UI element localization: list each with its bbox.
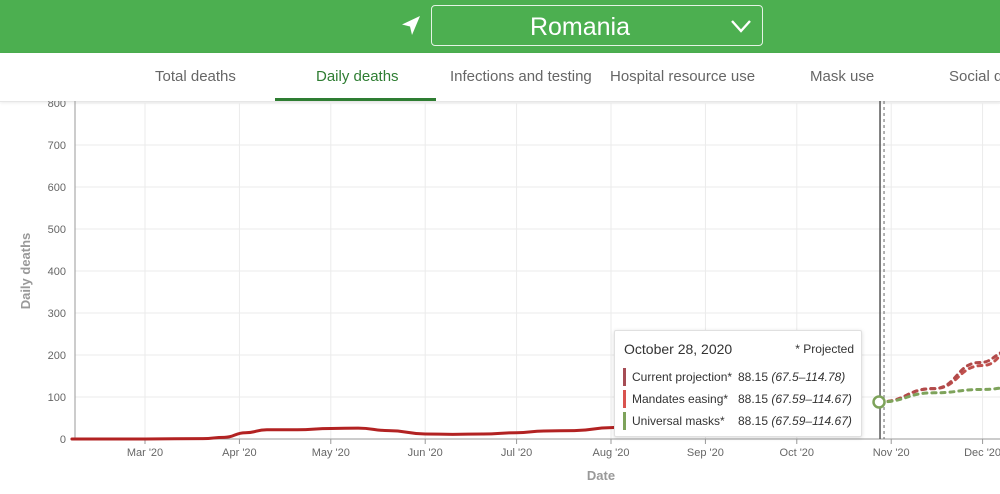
tooltip-color-swatch bbox=[623, 390, 626, 408]
tab-mask-use[interactable]: Mask use bbox=[810, 68, 875, 85]
tooltip-date: October 28, 2020 bbox=[624, 341, 733, 357]
tooltip-row-value: 88.15 (67.59–114.67) bbox=[738, 392, 852, 406]
x-tick-label: Jun '20 bbox=[408, 447, 443, 459]
tab-daily-deaths[interactable]: Daily deaths bbox=[316, 68, 399, 85]
active-tab-indicator bbox=[275, 98, 436, 101]
y-tick-label: 300 bbox=[48, 308, 66, 320]
country-select[interactable]: Romania bbox=[431, 5, 763, 46]
y-axis-title: Daily deaths bbox=[18, 233, 33, 310]
tab-hospital-resource-use[interactable]: Hospital resource use bbox=[610, 68, 756, 85]
x-tick-label: Oct '20 bbox=[780, 447, 815, 459]
x-tick-label: Apr '20 bbox=[222, 447, 257, 459]
tooltip-row-value: 88.15 (67.59–114.67) bbox=[738, 414, 852, 428]
y-tick-label: 400 bbox=[48, 266, 66, 278]
tooltip-projected-note: * Projected bbox=[795, 342, 854, 356]
hover-point-marker bbox=[872, 395, 886, 409]
x-tick-label: Dec '20 bbox=[964, 447, 1000, 459]
x-axis-title: Date bbox=[587, 468, 615, 483]
tooltip-color-swatch bbox=[623, 368, 626, 386]
tab-bar: Total deaths Daily deaths Infections and… bbox=[0, 53, 1000, 102]
y-tick-label: 800 bbox=[48, 101, 66, 110]
country-name: Romania bbox=[529, 13, 631, 41]
x-tick-label: Aug '20 bbox=[593, 447, 630, 459]
x-tick-label: May '20 bbox=[312, 447, 350, 459]
y-tick-label: 200 bbox=[48, 350, 66, 362]
tooltip-row-label: Current projection* bbox=[632, 370, 733, 384]
tooltip-row-label: Universal masks* bbox=[632, 414, 725, 428]
series-universal-masks bbox=[877, 386, 1000, 404]
x-tick-label: Sep '20 bbox=[687, 447, 724, 459]
tooltip-row-value: 88.15 (67.5–114.78) bbox=[738, 370, 846, 384]
x-tick-label: Jul '20 bbox=[501, 447, 532, 459]
x-tick-label: Nov '20 bbox=[873, 447, 910, 459]
y-tick-label: 0 bbox=[60, 434, 66, 446]
y-tick-label: 600 bbox=[48, 182, 66, 194]
location-arrow-icon[interactable] bbox=[399, 14, 423, 38]
tab-social-distancing[interactable]: Social d bbox=[949, 68, 1000, 85]
header-bar: Romania bbox=[0, 0, 1000, 53]
chart-tooltip: October 28, 2020 * Projected Current pro… bbox=[614, 330, 862, 437]
x-tick-label: Mar '20 bbox=[127, 447, 163, 459]
tab-infections-testing[interactable]: Infections and testing bbox=[450, 68, 592, 85]
tooltip-color-swatch bbox=[623, 412, 626, 430]
series-current-projection bbox=[70, 422, 656, 441]
series-mandates-easing bbox=[877, 351, 1000, 404]
chevron-down-icon bbox=[731, 20, 751, 33]
y-tick-label: 100 bbox=[48, 392, 66, 404]
y-tick-label: 700 bbox=[48, 140, 66, 152]
tab-total-deaths[interactable]: Total deaths bbox=[155, 68, 236, 85]
tooltip-row-label: Mandates easing* bbox=[632, 392, 729, 406]
y-tick-label: 500 bbox=[48, 224, 66, 236]
